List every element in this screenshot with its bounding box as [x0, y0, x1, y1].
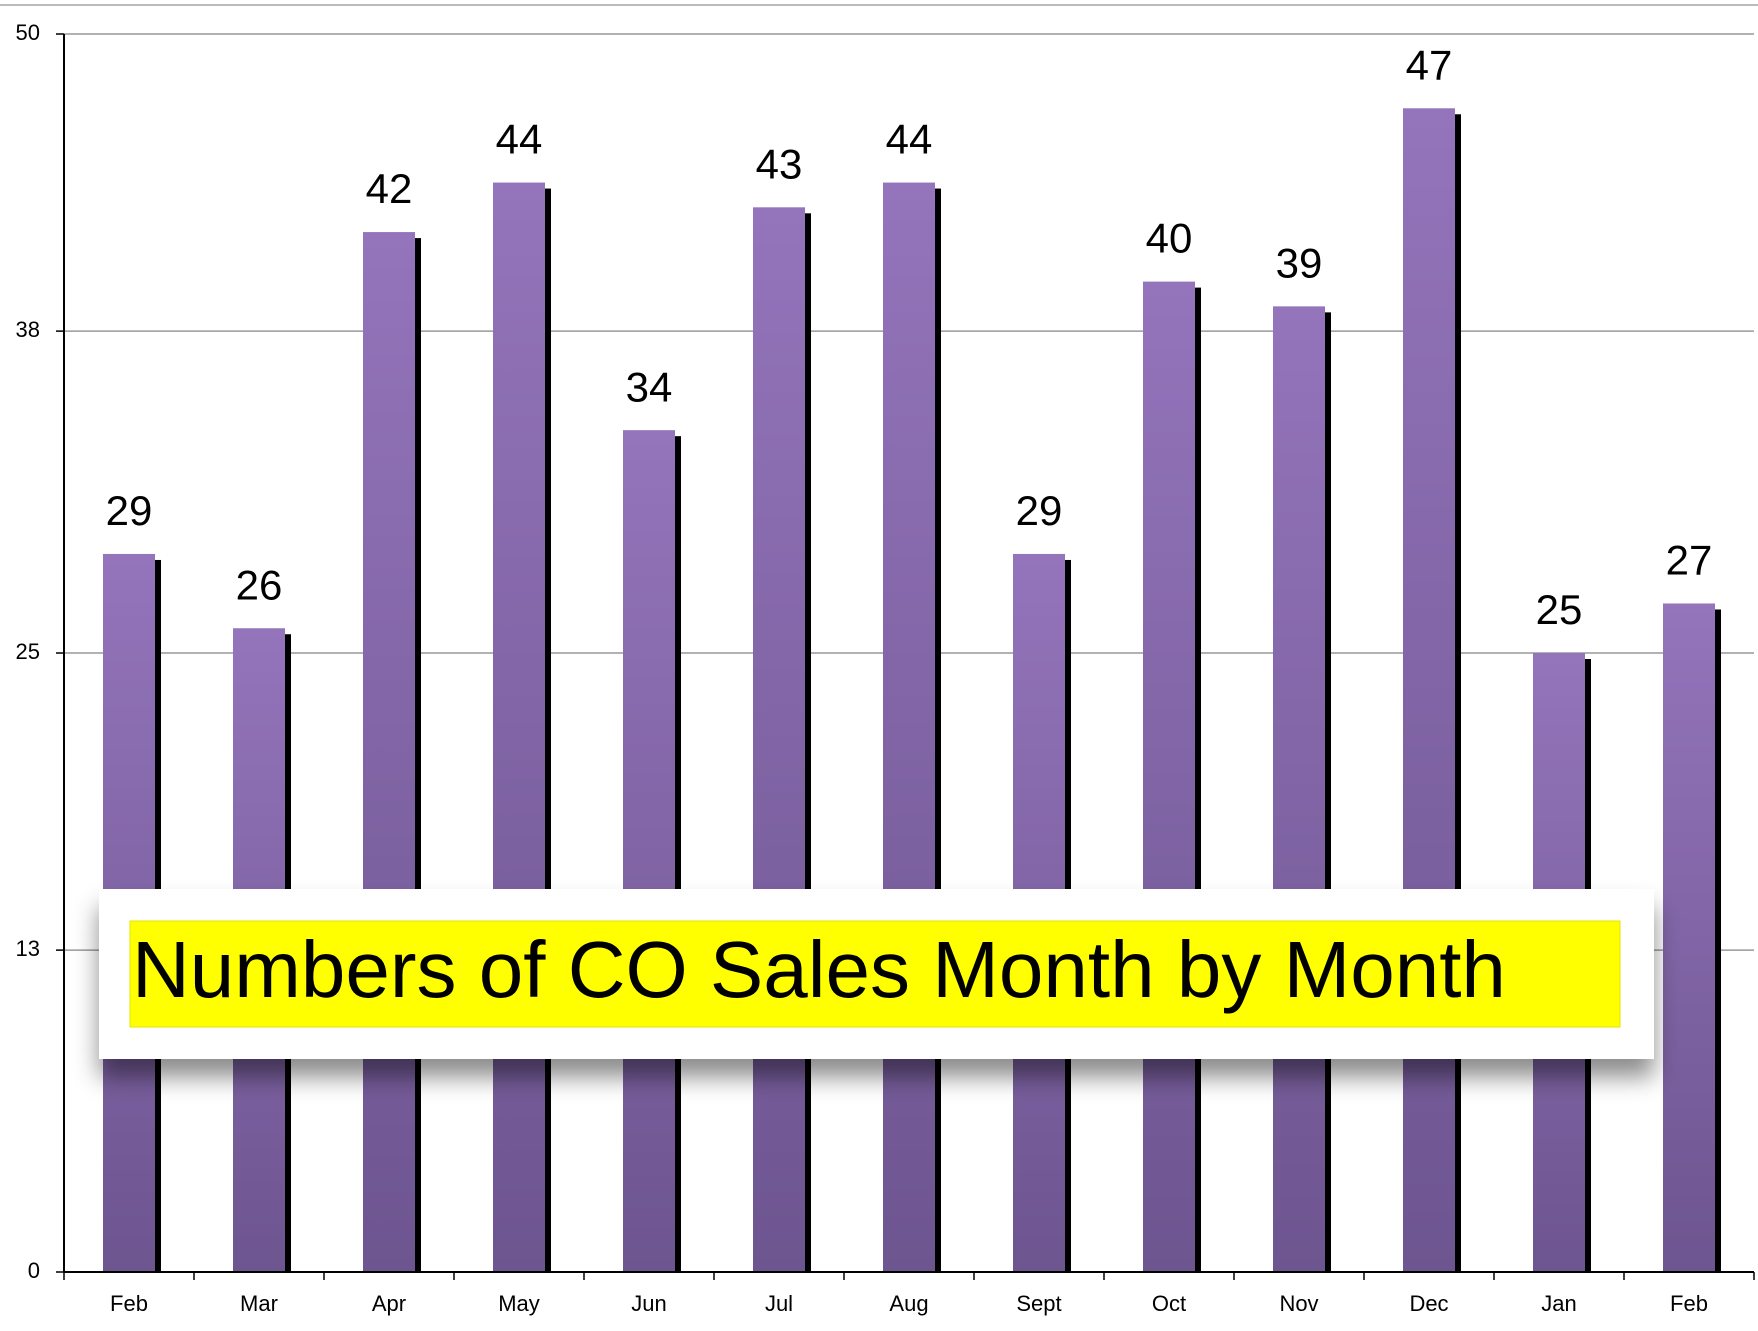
x-tick-label: May — [498, 1291, 540, 1316]
x-tick-label: Oct — [1152, 1291, 1186, 1316]
y-tick-label: 38 — [16, 317, 40, 342]
bar — [1403, 108, 1455, 1272]
data-label: 34 — [626, 363, 673, 410]
data-label: 42 — [366, 165, 413, 212]
x-tick-label: Nov — [1279, 1291, 1318, 1316]
y-tick-label: 0 — [28, 1258, 40, 1283]
x-tick-label: Apr — [372, 1291, 406, 1316]
x-tick-label: Mar — [240, 1291, 278, 1316]
bar — [493, 182, 545, 1272]
title-highlight — [129, 920, 1621, 1028]
x-tick-label: Jul — [765, 1291, 793, 1316]
x-tick-label: Feb — [110, 1291, 148, 1316]
data-label: 39 — [1276, 239, 1323, 286]
data-label: 47 — [1406, 41, 1453, 88]
bar — [1663, 603, 1715, 1272]
bar — [1273, 306, 1325, 1272]
y-tick-label: 50 — [16, 20, 40, 45]
bar — [1143, 281, 1195, 1273]
x-tick-label: Jan — [1541, 1291, 1576, 1316]
x-tick-label: Aug — [889, 1291, 928, 1316]
x-tick-label: Jun — [631, 1291, 666, 1316]
data-label: 29 — [106, 487, 153, 534]
bar — [363, 232, 415, 1273]
bar — [753, 207, 805, 1272]
y-tick-label: 25 — [16, 639, 40, 664]
data-label: 25 — [1536, 586, 1583, 633]
data-label: 44 — [886, 116, 933, 163]
data-label: 40 — [1146, 215, 1193, 262]
data-label: 27 — [1666, 537, 1713, 584]
chart-title: Numbers of CO Sales Month by Month — [132, 925, 1506, 1014]
y-tick-label: 13 — [16, 936, 40, 961]
data-label: 44 — [496, 116, 543, 163]
x-tick-label: Feb — [1670, 1291, 1708, 1316]
data-label: 29 — [1016, 487, 1063, 534]
x-tick-label: Dec — [1409, 1291, 1448, 1316]
bar — [883, 182, 935, 1272]
data-label: 43 — [756, 140, 803, 187]
bar — [623, 430, 675, 1272]
x-tick-label: Sept — [1016, 1291, 1061, 1316]
data-label: 26 — [236, 561, 283, 608]
